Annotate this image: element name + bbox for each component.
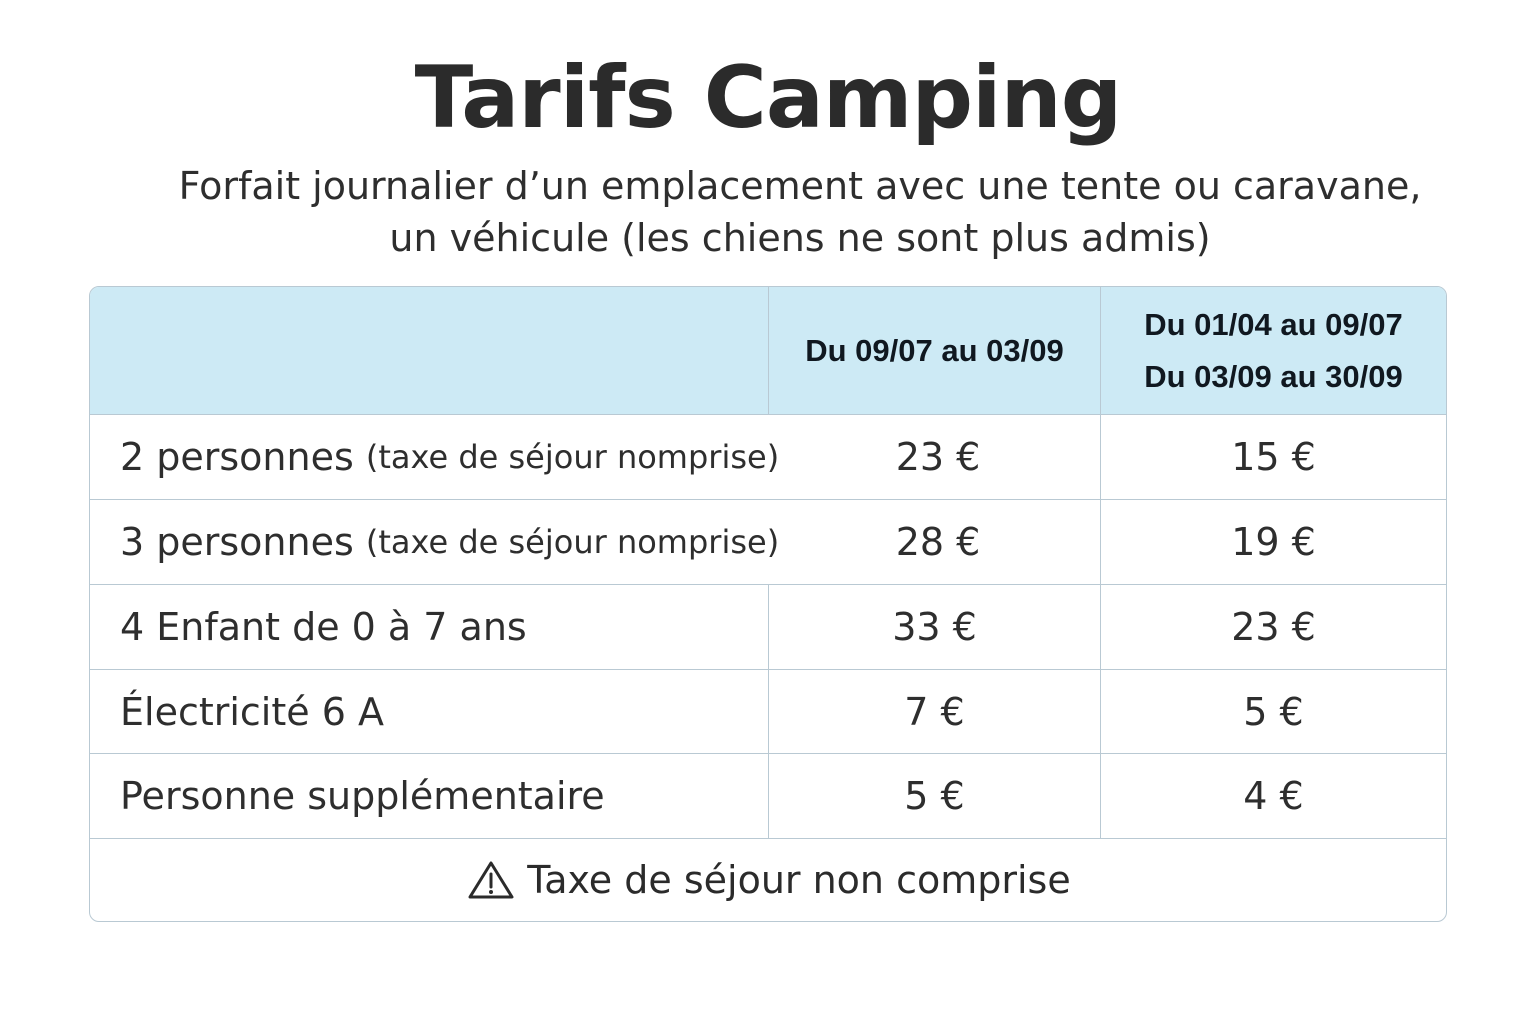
table-header-row: Du 09/07 au 03/09 Du 01/04 au 09/07 Du 0…: [90, 287, 1446, 415]
price-table: Du 09/07 au 03/09 Du 01/04 au 09/07 Du 0…: [89, 286, 1447, 922]
price-b-value: 23 €: [1231, 605, 1316, 649]
row-label-cell: 4 Enfant de 0 à 7 ans: [90, 585, 768, 669]
row-price-a: 33 €: [768, 585, 1100, 669]
row-label: Personne supplémentaire: [120, 774, 605, 818]
page-title: Tarifs Camping: [414, 48, 1123, 148]
row-label: 4 Enfant de 0 à 7 ans: [120, 605, 527, 649]
footer-note: Taxe de séjour non comprise: [527, 858, 1071, 902]
table-row: 3 personnes (taxe de séjour nomprise) 28…: [90, 500, 1446, 585]
page-subtitle: Forfait journalier d’un emplacement avec…: [100, 160, 1500, 264]
row-label-cell: Personne supplémentaire: [90, 754, 768, 838]
row-label-cell: 3 personnes (taxe de séjour nomprise): [90, 500, 1100, 584]
header-period-b: Du 01/04 au 09/07 Du 03/09 au 30/09: [1100, 287, 1446, 414]
row-price-b: 15 €: [1100, 415, 1446, 499]
row-label-cell: 2 personnes (taxe de séjour nomprise): [90, 415, 1100, 499]
row-price-a: 28 €: [768, 500, 1100, 584]
subtitle-line-1: Forfait journalier d’un emplacement avec…: [178, 164, 1422, 208]
price-a-value: 33 €: [892, 605, 977, 649]
row-note: (taxe de séjour nomprise): [365, 523, 780, 561]
subtitle-line-2: un véhicule (les chiens ne sont plus adm…: [389, 216, 1211, 260]
header-empty-cell: [90, 287, 768, 414]
price-a-value: 5 €: [904, 774, 965, 818]
row-label: 3 personnes: [120, 520, 354, 564]
header-period-a: Du 09/07 au 03/09: [768, 287, 1100, 414]
row-label: Électricité 6 A: [120, 689, 384, 734]
price-b-value: 19 €: [1231, 520, 1316, 564]
table-row: Électricité 6 A 7 € 5 €: [90, 670, 1446, 754]
header-period-b-line-1: Du 01/04 au 09/07: [1144, 306, 1403, 342]
row-price-a: 5 €: [768, 754, 1100, 838]
price-b-value: 5 €: [1243, 689, 1304, 734]
table-row: Personne supplémentaire 5 € 4 €: [90, 754, 1446, 839]
row-price-b: 23 €: [1100, 585, 1446, 669]
row-label-cell: Électricité 6 A: [90, 670, 768, 753]
row-price-b: 19 €: [1100, 500, 1446, 584]
price-b-value: 4 €: [1243, 774, 1304, 818]
warning-triangle-icon: [467, 860, 515, 900]
table-row: 4 Enfant de 0 à 7 ans 33 € 23 €: [90, 585, 1446, 670]
price-a-value: 23 €: [895, 435, 981, 479]
table-footer: Taxe de séjour non comprise: [90, 839, 1446, 921]
row-note: (taxe de séjour nomprise): [365, 438, 780, 476]
price-b-value: 15 €: [1231, 435, 1316, 479]
row-price-a: 23 €: [768, 415, 1100, 499]
price-a-value: 28 €: [895, 520, 981, 564]
row-label: 2 personnes: [120, 435, 354, 479]
header-period-a-label: Du 09/07 au 03/09: [805, 332, 1064, 368]
row-price-b: 5 €: [1100, 670, 1446, 753]
header-period-b-line-2: Du 03/09 au 30/09: [1144, 358, 1403, 394]
price-a-value: 7 €: [904, 689, 965, 734]
table-row: 2 personnes (taxe de séjour nomprise) 23…: [90, 415, 1446, 500]
row-price-a: 7 €: [768, 670, 1100, 753]
row-price-b: 4 €: [1100, 754, 1446, 838]
